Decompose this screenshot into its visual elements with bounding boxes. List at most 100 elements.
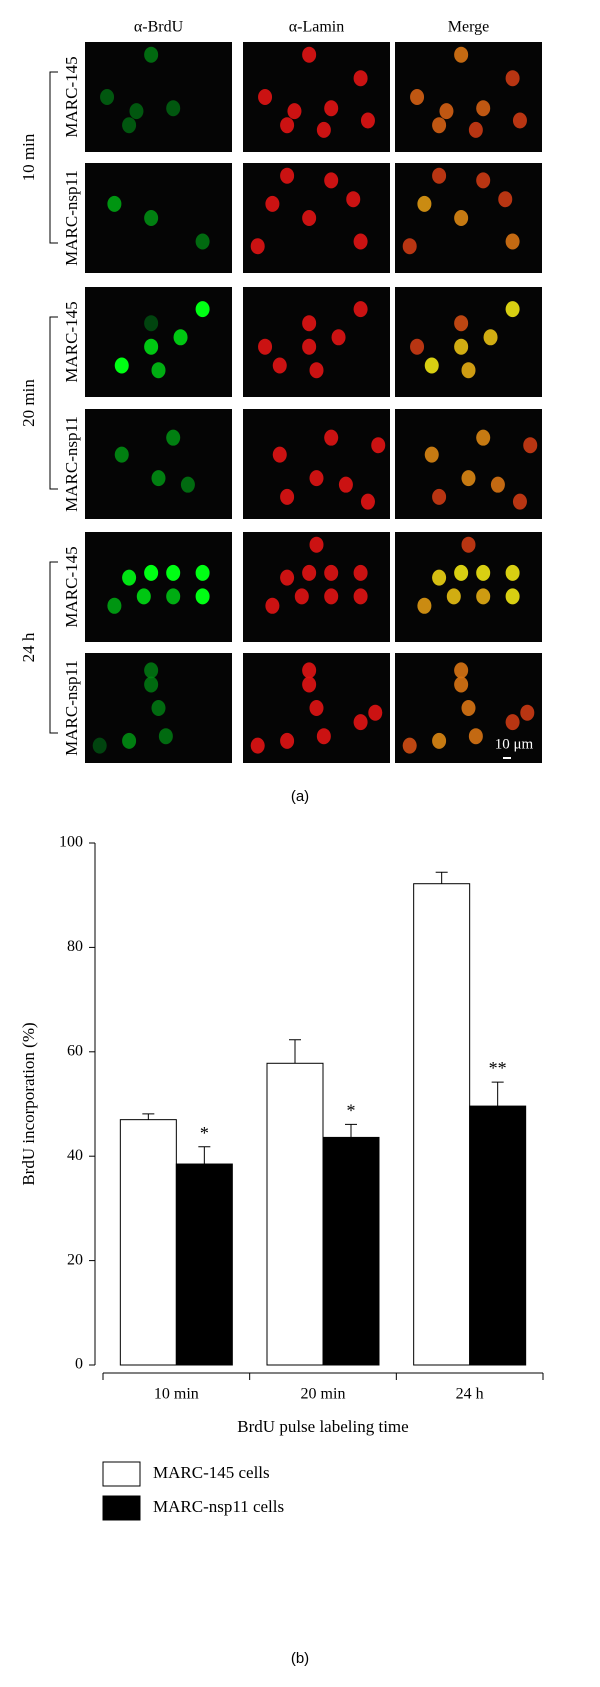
nucleus [309, 470, 324, 487]
nucleus [505, 70, 520, 87]
nucleus [505, 564, 520, 581]
nucleus [122, 732, 137, 749]
bar [175, 1163, 233, 1366]
nucleus [410, 338, 425, 355]
nucleus [316, 728, 331, 745]
x-tick-label: 20 min [301, 1386, 346, 1403]
micrograph [85, 409, 232, 519]
nucleus [166, 429, 181, 446]
significance: ** [489, 1058, 507, 1078]
nucleus [129, 103, 144, 120]
legend-label: MARC-145 cells [153, 1463, 270, 1482]
nucleus [461, 536, 476, 553]
nucleus [302, 662, 317, 679]
bracket [49, 561, 58, 734]
row-label: MARC-nsp11 [62, 170, 81, 266]
nucleus [144, 338, 159, 355]
nucleus [483, 329, 498, 346]
nucleus [287, 103, 302, 120]
x-tick-label: 24 h [456, 1386, 484, 1403]
nucleus [505, 714, 520, 731]
nucleus [454, 210, 469, 226]
nucleus [272, 446, 287, 463]
nucleus [353, 233, 368, 250]
nucleus [302, 315, 317, 332]
significance: * [200, 1123, 209, 1143]
nucleus [454, 338, 469, 355]
nucleus [454, 676, 469, 693]
nucleus [107, 195, 122, 212]
y-axis-label: BrdU incorporation (%) [19, 1022, 38, 1185]
nucleus [144, 315, 159, 332]
nucleus [468, 728, 483, 745]
error-bar [491, 1081, 504, 1107]
nucleus [195, 233, 210, 250]
row-label: MARC-145 [62, 56, 81, 137]
nucleus [498, 191, 513, 208]
nucleus [476, 429, 491, 446]
micrograph [243, 163, 390, 273]
nucleus [371, 437, 386, 454]
nucleus [439, 103, 454, 120]
micrograph [85, 287, 232, 397]
nucleus [454, 46, 469, 63]
nucleus [331, 329, 346, 346]
nucleus [280, 167, 295, 184]
error-bar [345, 1123, 357, 1138]
nucleus [454, 564, 469, 581]
panel-b: 0 20 40 60 80 100 10 min * 20 min * 24 h ** BrdU inc… [19, 834, 544, 1667]
nucleus [302, 210, 317, 226]
legend-swatch [102, 1495, 141, 1521]
nucleus [280, 117, 295, 134]
caption: (b) [291, 1650, 309, 1667]
nucleus [360, 112, 375, 129]
nucleus [309, 362, 324, 379]
x-axis-label: BrdU pulse labeling time [237, 1417, 408, 1436]
nucleus [353, 70, 368, 87]
y-tick-label: 40 [67, 1147, 83, 1164]
nucleus [353, 301, 368, 318]
nucleus [151, 700, 166, 716]
bar [413, 883, 471, 1366]
nucleus [195, 301, 210, 318]
time-label: 24 h [19, 632, 38, 662]
column-header: Merge [448, 19, 489, 36]
nucleus [144, 210, 159, 226]
bar [322, 1136, 380, 1366]
nucleus [173, 329, 188, 346]
nucleus [346, 191, 361, 208]
nucleus [461, 700, 476, 716]
bar [266, 1062, 324, 1366]
nucleus [432, 117, 447, 134]
nucleus [505, 588, 520, 605]
nucleus [424, 446, 439, 463]
nucleus [302, 338, 317, 355]
nucleus [250, 238, 265, 255]
nucleus [520, 704, 535, 721]
nucleus [280, 569, 295, 586]
caption: (a) [291, 788, 309, 805]
y-tick-label: 100 [59, 834, 83, 851]
time-label: 10 min [19, 133, 38, 181]
nucleus [324, 429, 339, 446]
nucleus [523, 437, 538, 454]
column-header: α-BrdU [134, 19, 184, 36]
legend-swatch [102, 1461, 141, 1487]
nucleus [454, 315, 469, 332]
nucleus [402, 238, 417, 255]
nucleus [144, 564, 159, 581]
bar [469, 1105, 527, 1366]
nucleus [324, 100, 339, 117]
bracket [49, 316, 58, 490]
nucleus [107, 597, 122, 614]
legend-label: MARC-nsp11 cells [153, 1497, 284, 1516]
micrograph [85, 532, 232, 642]
nucleus [476, 172, 491, 189]
nucleus [166, 100, 181, 117]
nucleus [309, 700, 324, 716]
nucleus [309, 536, 324, 553]
nucleus [512, 493, 527, 510]
nucleus [505, 301, 520, 318]
y-tick-label: 20 [67, 1251, 83, 1268]
